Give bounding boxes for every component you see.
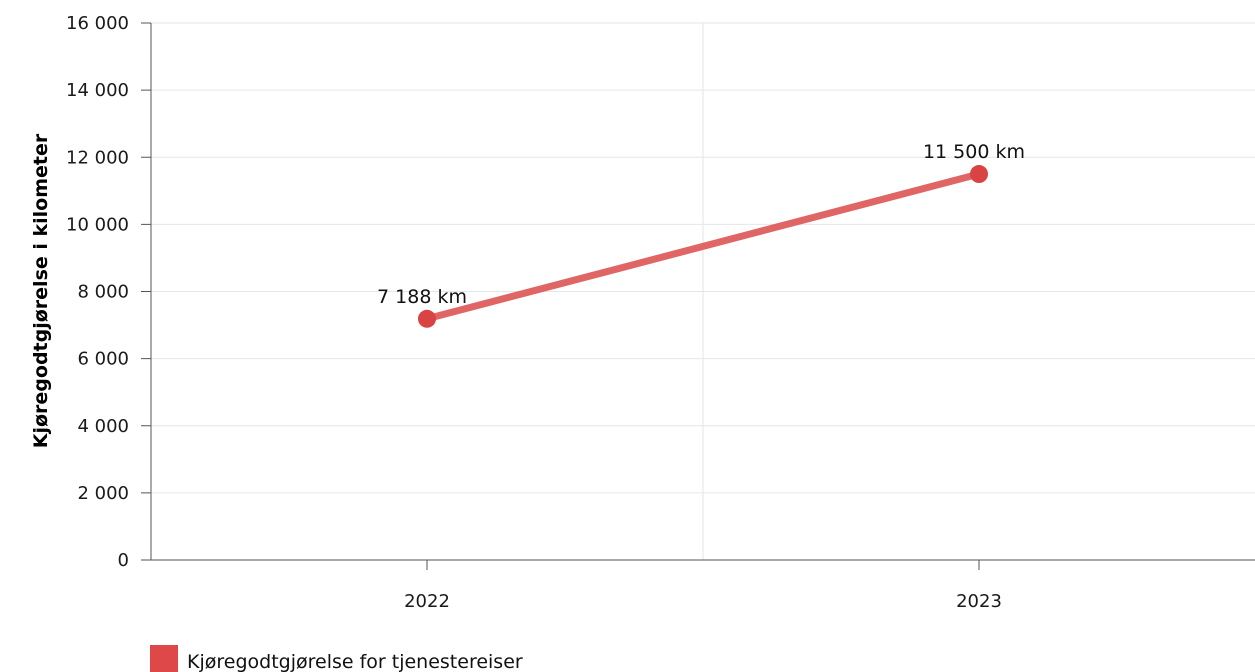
grid-lines bbox=[151, 22, 1255, 560]
y-tick-label: 12 000 bbox=[66, 147, 129, 168]
data-point bbox=[418, 309, 436, 328]
y-tick-label: 14 000 bbox=[66, 80, 129, 101]
y-tick-label: 0 bbox=[118, 550, 129, 571]
y-tick-label: 8 000 bbox=[77, 282, 129, 303]
y-tick-label: 16 000 bbox=[66, 13, 129, 34]
y-axis-label: Kjøregodtgjørelse i kilometer bbox=[30, 133, 52, 448]
legend-swatch[interactable] bbox=[150, 645, 178, 672]
data-label: 11 500 km bbox=[923, 141, 1025, 163]
legend[interactable]: Kjøregodtgjørelse for tjenestereiser bbox=[150, 645, 523, 672]
legend-label[interactable]: Kjøregodtgjørelse for tjenestereiser bbox=[187, 651, 523, 672]
y-tick-label: 10 000 bbox=[66, 214, 129, 235]
y-axis-ticks: 0 2 000 4 000 6 000 8 000 10 000 12 000 14 000 1… bbox=[66, 13, 151, 571]
y-tick-label: 4 000 bbox=[77, 416, 129, 437]
y-tick-label: 6 000 bbox=[77, 349, 129, 370]
data-label: 7 188 km bbox=[377, 286, 467, 308]
x-tick-label: 2023 bbox=[956, 591, 1002, 612]
series-layer: 7 188 km 11 500 km bbox=[377, 141, 1025, 328]
data-point bbox=[970, 165, 988, 184]
x-tick-label: 2022 bbox=[404, 591, 450, 612]
y-tick-label: 2 000 bbox=[77, 483, 129, 504]
series-line bbox=[423, 170, 983, 323]
x-axis-ticks: 2022 2023 bbox=[404, 560, 1002, 612]
